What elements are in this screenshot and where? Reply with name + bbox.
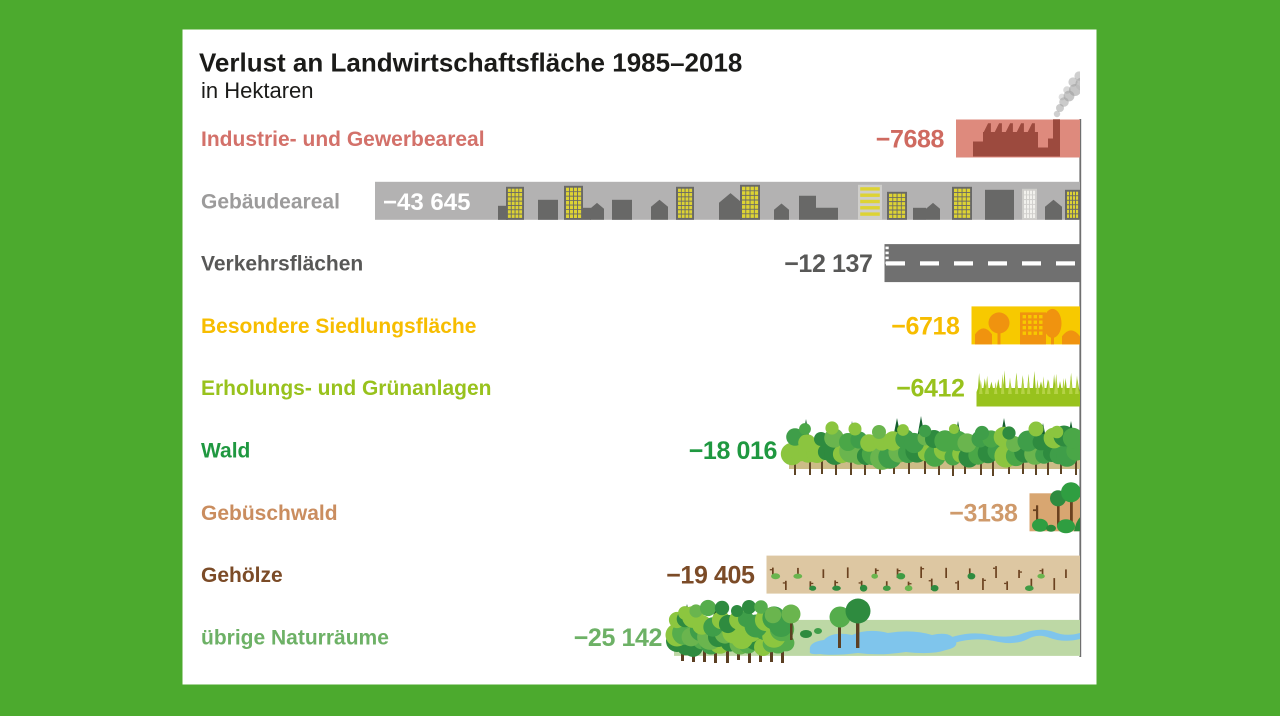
svg-text:Gebäudeareal: Gebäudeareal — [201, 190, 340, 213]
svg-text:Besondere Siedlungsfläche: Besondere Siedlungsfläche — [201, 315, 476, 338]
svg-text:Verlust an Landwirtschaftsfläc: Verlust an Landwirtschaftsfläche 1985–20… — [199, 48, 742, 78]
svg-text:−19 405: −19 405 — [666, 562, 755, 590]
svg-text:−18 016: −18 016 — [689, 437, 777, 465]
svg-text:−6718: −6718 — [891, 312, 960, 340]
svg-text:übrige Naturräume: übrige Naturräume — [201, 626, 389, 649]
svg-text:−43 645: −43 645 — [383, 189, 470, 216]
svg-text:−6412: −6412 — [896, 375, 964, 403]
svg-text:−25 142: −25 142 — [574, 624, 662, 652]
svg-text:Erholungs- und Grünanlagen: Erholungs- und Grünanlagen — [201, 377, 492, 400]
svg-text:Gehölze: Gehölze — [201, 564, 283, 587]
svg-text:−7688: −7688 — [876, 126, 945, 154]
svg-text:−12 137: −12 137 — [784, 250, 872, 278]
svg-text:Gebüschwald: Gebüschwald — [201, 502, 338, 525]
svg-text:in Hektaren: in Hektaren — [201, 78, 314, 103]
svg-text:Industrie- und Gewerbeareal: Industrie- und Gewerbeareal — [201, 128, 485, 151]
svg-text:Wald: Wald — [201, 440, 250, 463]
svg-text:−3138: −3138 — [949, 499, 1018, 527]
svg-text:Verkehrsflächen: Verkehrsflächen — [201, 253, 363, 276]
